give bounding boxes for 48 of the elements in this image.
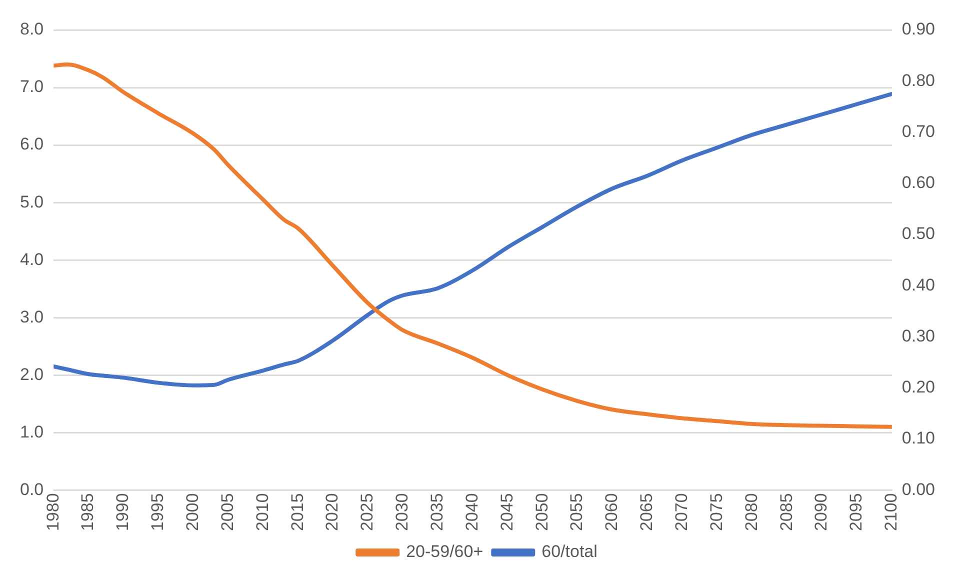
x-tick-label: 2100 [882,493,901,532]
y-tick-label: 0.0 [20,480,44,499]
x-tick-label: 2000 [183,493,202,532]
x-tick-label: 2015 [288,493,307,532]
y-tick-label: 8.0 [20,20,44,39]
y2-tick-label: 0.30 [902,326,936,346]
x-tick-label: 2035 [428,493,447,532]
legend-label: 60/total [542,542,598,562]
y2-tick-label: 0.00 [902,480,936,499]
y2-tick-label: 0.50 [902,224,936,244]
x-tick-label: 2050 [532,493,552,532]
line-series [54,92,892,388]
y2-tick-label: 0.10 [902,428,936,448]
x-tick-label: 2020 [322,493,342,532]
x-tick-label: 2040 [462,493,482,532]
y2-tick-label: 0.90 [902,20,936,39]
x-tick-label: 2005 [218,493,237,532]
y2-tick-label: 0.20 [902,378,936,397]
y-tick-label: 7.0 [20,77,44,96]
x-tick-label: 2030 [392,493,412,532]
legend-label: 20-59/60+ [406,542,484,562]
y-tick-label: 3.0 [20,307,44,326]
x-tick-label: 1990 [113,493,132,532]
x-tick-label: 1980 [43,493,62,532]
x-tick-label: 2010 [252,493,272,532]
y-tick-label: 4.0 [20,250,44,269]
x-tick-label: 2085 [776,493,796,532]
x-tick-label: 2045 [497,493,516,532]
x-tick-label: 1985 [78,493,98,532]
y2-tick-label: 0.80 [902,70,936,90]
y-tick-label: 2.0 [20,364,44,384]
x-tick-label: 2070 [672,493,692,532]
line-series [54,62,892,429]
y2-tick-label: 0.70 [902,122,936,141]
y-tick-label: 5.0 [20,192,44,212]
x-tick-label: 2080 [742,493,761,532]
x-tick-label: 2055 [567,493,586,532]
x-tick-label: 2095 [846,493,866,532]
y2-tick-label: 0.40 [902,275,936,294]
x-tick-label: 1995 [148,493,168,532]
y-tick-label: 6.0 [20,134,44,154]
x-tick-label: 2090 [812,493,831,532]
y2-tick-label: 0.60 [902,173,936,192]
x-tick-label: 2060 [602,493,622,532]
y-tick-label: 1.0 [20,422,44,442]
x-tick-label: 2065 [637,493,656,532]
x-tick-label: 2075 [706,493,726,532]
x-tick-label: 2025 [358,493,377,532]
